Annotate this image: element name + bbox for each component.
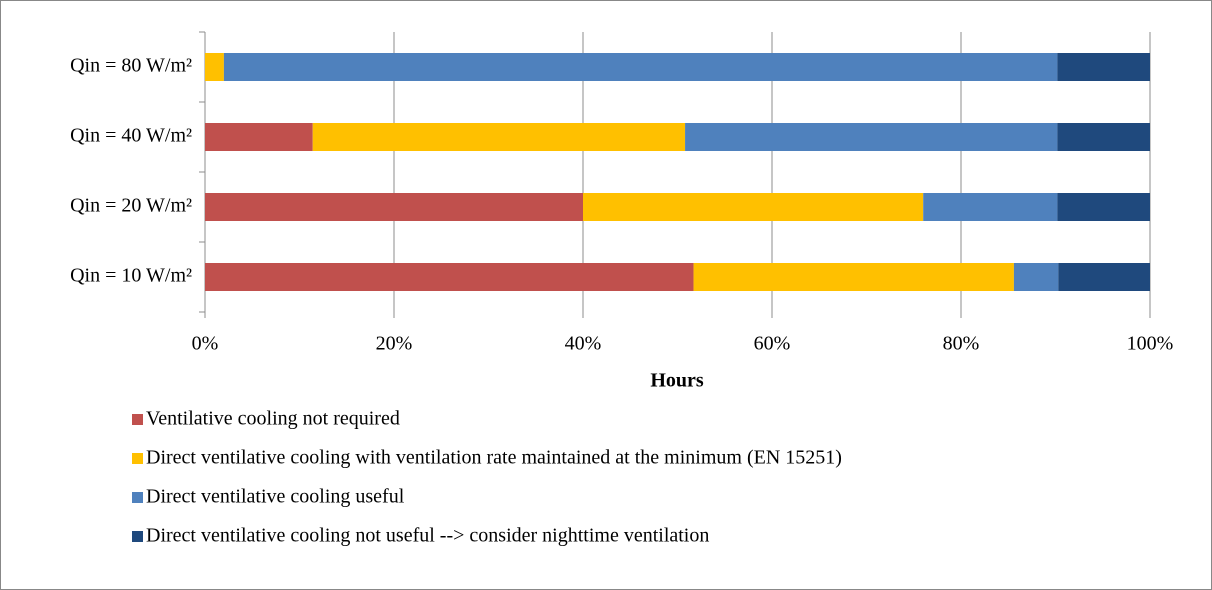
- x-tick-label: 100%: [1127, 333, 1174, 355]
- bar-segment: [923, 193, 1058, 221]
- bar-segment: [205, 123, 313, 151]
- legend-label: Direct ventilative cooling useful: [146, 486, 405, 508]
- bar-segment: [223, 53, 1058, 81]
- bar-segment: [685, 123, 1058, 151]
- bar-segment: [205, 193, 583, 221]
- bar-segment: [583, 193, 924, 221]
- y-tick-label: Qin = 10 W/m²: [70, 265, 192, 287]
- y-tick-label: Qin = 40 W/m²: [70, 125, 192, 147]
- bar-segment: [1013, 263, 1059, 291]
- legend-swatch: [132, 453, 143, 464]
- x-tick-label: 20%: [376, 333, 413, 355]
- bar-segment: [693, 263, 1014, 291]
- bar-segment: [1057, 53, 1150, 81]
- y-tick-label: Qin = 20 W/m²: [70, 195, 192, 217]
- bar-segment: [312, 123, 686, 151]
- bar-segment: [205, 53, 224, 81]
- bar-segment: [1058, 263, 1150, 291]
- legend-label: Direct ventilative cooling not useful --…: [146, 525, 709, 547]
- y-tick-label: Qin = 80 W/m²: [70, 55, 192, 77]
- x-tick-label: 40%: [565, 333, 602, 355]
- x-tick-label: 0%: [192, 333, 219, 355]
- legend-label: Direct ventilative cooling with ventilat…: [146, 447, 842, 469]
- x-tick-label: 60%: [754, 333, 791, 355]
- x-axis-title: Hours: [650, 370, 704, 392]
- bar-segment: [205, 263, 694, 291]
- legend-swatch: [132, 492, 143, 503]
- bar-segment: [1057, 193, 1150, 221]
- legend-swatch: [132, 531, 143, 542]
- x-tick-label: 80%: [943, 333, 980, 355]
- bar-segment: [1057, 123, 1150, 151]
- legend-label: Ventilative cooling not required: [146, 408, 400, 430]
- legend-swatch: [132, 414, 143, 425]
